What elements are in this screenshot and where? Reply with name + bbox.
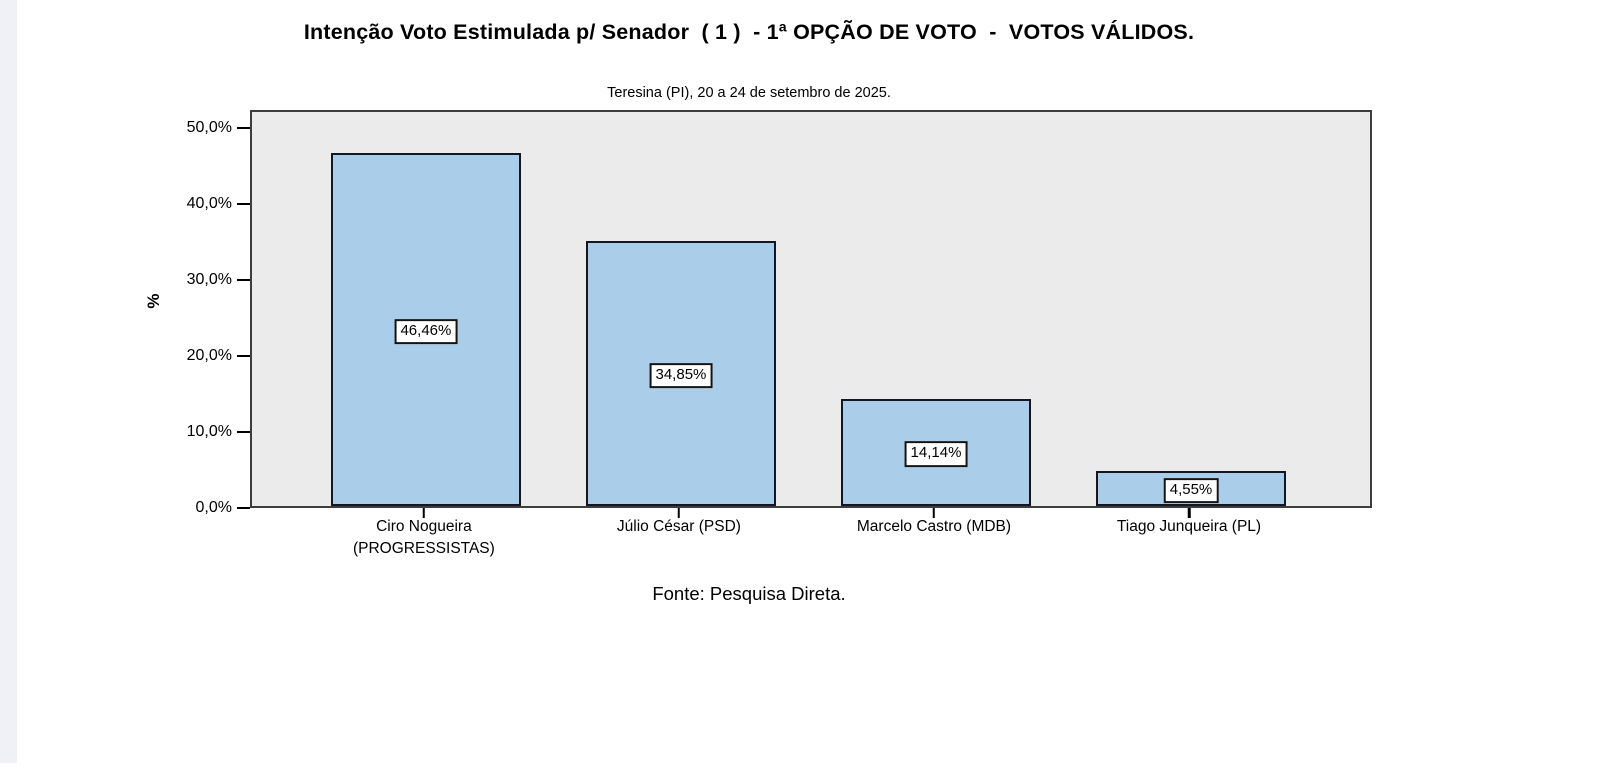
y-tick-mark xyxy=(237,506,250,510)
bar-value-label: 14,14% xyxy=(904,441,968,468)
y-tick-mark xyxy=(237,430,250,434)
source-note: Fonte: Pesquisa Direta. xyxy=(652,583,846,604)
y-tick-label: 0,0% xyxy=(195,499,232,516)
x-tick-mark xyxy=(932,508,936,518)
bar-value-label: 4,55% xyxy=(1163,477,1219,504)
y-tick-mark xyxy=(237,202,250,206)
x-tick-mark xyxy=(1187,508,1191,518)
bar-value-label: 34,85% xyxy=(649,362,713,389)
x-tick-mark xyxy=(422,508,426,518)
x-category-label: Tiago Junqueira (PL) xyxy=(1116,518,1262,535)
y-tick-label: 30,0% xyxy=(186,271,232,289)
left-edge-strip xyxy=(0,0,17,763)
y-tick-label: 40,0% xyxy=(186,195,232,213)
y-tick-mark xyxy=(237,354,250,358)
y-tick-mark xyxy=(237,126,250,130)
chart-subtitle: Teresina (PI), 20 a 24 de setembro de 20… xyxy=(607,85,891,101)
x-category-label: Júlio César (PSD) xyxy=(616,518,741,535)
x-category-label: Ciro Nogueira (PROGRESSISTAS) xyxy=(352,518,495,557)
chart-figure: Intenção Voto Estimulada p/ Senador ( 1 … xyxy=(18,0,1480,770)
y-tick-mark xyxy=(237,278,250,282)
bar-value-label: 46,46% xyxy=(394,318,458,345)
y-tick-label: 10,0% xyxy=(186,423,232,441)
x-tick-mark xyxy=(677,508,681,518)
chart-title: Intenção Voto Estimulada p/ Senador ( 1 … xyxy=(303,20,1195,44)
plot-area: 46,46% 34,85% 14,14% 4,55% xyxy=(250,110,1372,508)
x-category-label: Marcelo Castro (MDB) xyxy=(856,518,1012,535)
y-tick-label: 20,0% xyxy=(186,347,232,365)
y-tick-label: 50,0% xyxy=(186,119,232,137)
